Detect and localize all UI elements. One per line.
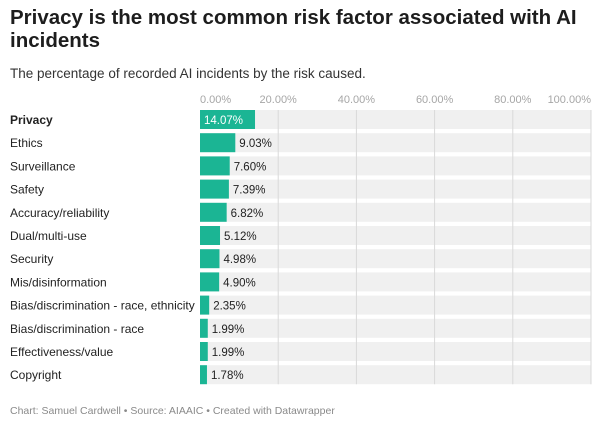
x-tick-label: 100.00%: [548, 94, 592, 106]
bar: [200, 226, 221, 245]
bar-rows: [200, 110, 591, 385]
bar-track: [200, 110, 591, 129]
value-label: 7.39%: [233, 185, 266, 197]
value-label: 5.12%: [224, 231, 257, 243]
bar: [200, 272, 220, 292]
bar-track: [200, 156, 591, 176]
x-tick-label: 20.00%: [260, 94, 298, 106]
category-label: Ethics: [10, 136, 43, 150]
category-label: Accuracy/reliability: [10, 206, 109, 220]
bar-chart: 0.00% 20.00% 40.00% 60.00% 80.00% 100.00% Pri…: [10, 94, 592, 385]
bar-track: [200, 318, 591, 338]
bar-track: [200, 202, 591, 222]
value-label: 9.03%: [239, 138, 272, 150]
bar: [200, 249, 220, 269]
bar-track: [200, 365, 591, 385]
x-tick-label: 60.00%: [416, 94, 454, 106]
category-label: Dual/multi-use: [10, 229, 87, 243]
category-label: Surveillance: [10, 159, 76, 173]
value-label: 1.99%: [212, 324, 245, 336]
category-label: Mis/disinformation: [10, 275, 107, 289]
value-label: 1.99%: [212, 347, 245, 359]
value-label: 4.98%: [223, 254, 256, 266]
bar-track: [200, 272, 591, 292]
category-label: Privacy: [10, 113, 53, 127]
chart-subtitle: The percentage of recorded AI incidents …: [10, 66, 366, 81]
bar-track: [200, 179, 591, 199]
value-label: 4.90%: [223, 277, 256, 289]
bar: [200, 342, 208, 361]
value-label: 14.07%: [204, 115, 243, 127]
bar: [200, 318, 208, 338]
chart-notes: Chart: Samuel Cardwell • Source: AIAAIC …: [10, 405, 335, 417]
category-label: Security: [10, 252, 53, 266]
bar: [200, 295, 210, 315]
bar: [200, 365, 207, 385]
bar: [200, 179, 229, 199]
x-tick-label: 40.00%: [338, 94, 376, 106]
category-label: Effectiveness/value: [10, 345, 113, 359]
x-tick-label: 0.00%: [200, 94, 231, 106]
bar-track: [200, 342, 591, 361]
category-label: Bias/discrimination - race: [10, 322, 144, 336]
bar-track: [200, 133, 591, 153]
bar-track: [200, 249, 591, 269]
category-label: Bias/discrimination - race, ethnicity: [10, 299, 195, 313]
x-axis: 0.00% 20.00% 40.00% 60.00% 80.00% 100.00%: [200, 94, 591, 106]
value-label: 2.35%: [213, 301, 246, 313]
bar: [200, 156, 230, 176]
category-label: Copyright: [10, 368, 62, 382]
bars: Privacy 14.07% Ethics 9.03% Surveillance 7.60…: [10, 110, 272, 385]
gridlines: [277, 110, 592, 385]
chart-title: Privacy is the most common risk factor a…: [10, 6, 577, 52]
x-tick-label: 80.00%: [494, 94, 532, 106]
category-label: Safety: [10, 183, 44, 197]
bar: [200, 202, 227, 222]
value-label: 6.82%: [231, 208, 264, 220]
value-label: 1.78%: [211, 370, 244, 382]
bar-track: [200, 226, 591, 245]
bar: [200, 133, 236, 153]
bar-track: [200, 295, 591, 315]
bar: [200, 110, 256, 129]
value-label: 7.60%: [234, 161, 267, 173]
